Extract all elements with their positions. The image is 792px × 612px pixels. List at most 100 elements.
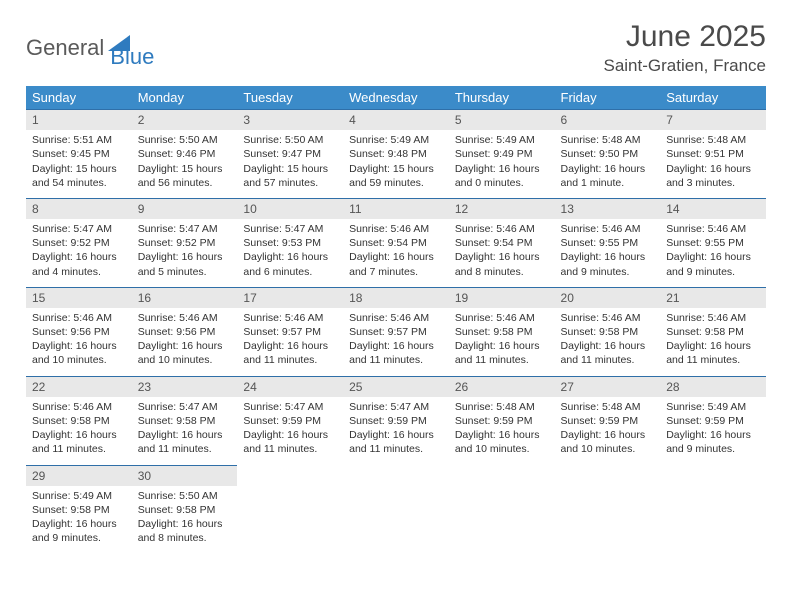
daylight-text-1: Daylight: 16 hours: [666, 339, 760, 353]
day-number: 6: [555, 110, 661, 131]
month-title: June 2025: [603, 20, 766, 54]
sunset-text: Sunset: 9:57 PM: [349, 325, 443, 339]
daylight-text-1: Daylight: 16 hours: [666, 162, 760, 176]
day-number: 10: [237, 198, 343, 219]
daylight-text-1: Daylight: 16 hours: [666, 250, 760, 264]
sunrise-text: Sunrise: 5:49 AM: [666, 400, 760, 414]
weekday-header-row: Sunday Monday Tuesday Wednesday Thursday…: [26, 86, 766, 110]
day-content-row: Sunrise: 5:49 AMSunset: 9:58 PMDaylight:…: [26, 486, 766, 554]
day-cell: Sunrise: 5:47 AMSunset: 9:59 PMDaylight:…: [343, 397, 449, 465]
day-number-row: 891011121314: [26, 198, 766, 219]
day-number: 7: [660, 110, 766, 131]
day-cell: [555, 486, 661, 554]
logo-text-blue: Blue: [110, 44, 154, 70]
daylight-text-1: Daylight: 16 hours: [32, 517, 126, 531]
day-cell: Sunrise: 5:48 AMSunset: 9:50 PMDaylight:…: [555, 130, 661, 198]
sunset-text: Sunset: 9:47 PM: [243, 147, 337, 161]
sunrise-text: Sunrise: 5:49 AM: [32, 489, 126, 503]
weekday-header: Tuesday: [237, 86, 343, 110]
day-number: 12: [449, 198, 555, 219]
daylight-text-2: and 11 minutes.: [138, 442, 232, 456]
weekday-header: Thursday: [449, 86, 555, 110]
day-cell: Sunrise: 5:46 AMSunset: 9:56 PMDaylight:…: [26, 308, 132, 376]
day-cell: Sunrise: 5:49 AMSunset: 9:48 PMDaylight:…: [343, 130, 449, 198]
daylight-text-2: and 59 minutes.: [349, 176, 443, 190]
daylight-text-2: and 7 minutes.: [349, 265, 443, 279]
sunrise-text: Sunrise: 5:46 AM: [32, 311, 126, 325]
sunrise-text: Sunrise: 5:49 AM: [349, 133, 443, 147]
daylight-text-2: and 8 minutes.: [455, 265, 549, 279]
daylight-text-2: and 1 minute.: [561, 176, 655, 190]
sunset-text: Sunset: 9:48 PM: [349, 147, 443, 161]
day-number: 11: [343, 198, 449, 219]
day-cell: Sunrise: 5:46 AMSunset: 9:58 PMDaylight:…: [660, 308, 766, 376]
sunset-text: Sunset: 9:52 PM: [138, 236, 232, 250]
daylight-text-2: and 11 minutes.: [455, 353, 549, 367]
day-number: 3: [237, 110, 343, 131]
day-cell: Sunrise: 5:46 AMSunset: 9:57 PMDaylight:…: [343, 308, 449, 376]
daylight-text-1: Daylight: 16 hours: [561, 428, 655, 442]
day-number-row: 1234567: [26, 110, 766, 131]
sunset-text: Sunset: 9:58 PM: [138, 414, 232, 428]
day-cell: Sunrise: 5:49 AMSunset: 9:49 PMDaylight:…: [449, 130, 555, 198]
sunrise-text: Sunrise: 5:48 AM: [561, 400, 655, 414]
sunset-text: Sunset: 9:55 PM: [666, 236, 760, 250]
daylight-text-2: and 11 minutes.: [666, 353, 760, 367]
sunrise-text: Sunrise: 5:49 AM: [455, 133, 549, 147]
sunrise-text: Sunrise: 5:47 AM: [138, 222, 232, 236]
sunrise-text: Sunrise: 5:48 AM: [455, 400, 549, 414]
day-number: [343, 465, 449, 486]
day-cell: Sunrise: 5:50 AMSunset: 9:46 PMDaylight:…: [132, 130, 238, 198]
sunset-text: Sunset: 9:57 PM: [243, 325, 337, 339]
day-cell: Sunrise: 5:46 AMSunset: 9:55 PMDaylight:…: [660, 219, 766, 287]
day-number: 9: [132, 198, 238, 219]
sunrise-text: Sunrise: 5:47 AM: [138, 400, 232, 414]
daylight-text-1: Daylight: 16 hours: [32, 428, 126, 442]
daylight-text-1: Daylight: 15 hours: [32, 162, 126, 176]
day-cell: Sunrise: 5:48 AMSunset: 9:59 PMDaylight:…: [449, 397, 555, 465]
daylight-text-2: and 11 minutes.: [561, 353, 655, 367]
daylight-text-1: Daylight: 16 hours: [349, 339, 443, 353]
daylight-text-2: and 10 minutes.: [561, 442, 655, 456]
daylight-text-1: Daylight: 16 hours: [243, 428, 337, 442]
sunrise-text: Sunrise: 5:46 AM: [561, 222, 655, 236]
daylight-text-2: and 9 minutes.: [666, 442, 760, 456]
day-number: 22: [26, 376, 132, 397]
day-cell: Sunrise: 5:46 AMSunset: 9:54 PMDaylight:…: [449, 219, 555, 287]
daylight-text-2: and 9 minutes.: [666, 265, 760, 279]
day-number: 29: [26, 465, 132, 486]
daylight-text-1: Daylight: 16 hours: [349, 428, 443, 442]
sunrise-text: Sunrise: 5:46 AM: [666, 222, 760, 236]
sunrise-text: Sunrise: 5:46 AM: [349, 311, 443, 325]
sunrise-text: Sunrise: 5:46 AM: [455, 222, 549, 236]
sunset-text: Sunset: 9:59 PM: [243, 414, 337, 428]
sunset-text: Sunset: 9:49 PM: [455, 147, 549, 161]
daylight-text-2: and 11 minutes.: [349, 442, 443, 456]
day-number: 14: [660, 198, 766, 219]
day-number: 19: [449, 287, 555, 308]
sunset-text: Sunset: 9:58 PM: [455, 325, 549, 339]
day-number: 15: [26, 287, 132, 308]
day-number: 2: [132, 110, 238, 131]
header: General Blue June 2025 Saint-Gratien, Fr…: [26, 20, 766, 76]
daylight-text-1: Daylight: 16 hours: [32, 339, 126, 353]
sunset-text: Sunset: 9:56 PM: [32, 325, 126, 339]
day-content-row: Sunrise: 5:47 AMSunset: 9:52 PM Daylight:…: [26, 219, 766, 287]
sunset-text: Sunset: 9:51 PM: [666, 147, 760, 161]
sunrise-text: Sunrise: 5:51 AM: [32, 133, 126, 147]
title-block: June 2025 Saint-Gratien, France: [603, 20, 766, 76]
day-cell: [343, 486, 449, 554]
sunrise-text: Sunrise: 5:50 AM: [138, 489, 232, 503]
day-cell: [237, 486, 343, 554]
day-cell: Sunrise: 5:46 AMSunset: 9:58 PMDaylight:…: [449, 308, 555, 376]
day-content-row: Sunrise: 5:46 AMSunset: 9:58 PMDaylight:…: [26, 397, 766, 465]
sunset-text: Sunset: 9:45 PM: [32, 147, 126, 161]
day-number: [660, 465, 766, 486]
day-number-row: 2930: [26, 465, 766, 486]
day-number: 28: [660, 376, 766, 397]
daylight-text-2: and 10 minutes.: [455, 442, 549, 456]
sunset-text: Sunset: 9:58 PM: [666, 325, 760, 339]
daylight-text-1: Daylight: 16 hours: [455, 428, 549, 442]
logo: General Blue: [26, 20, 154, 70]
sunset-text: Sunset: 9:54 PM: [455, 236, 549, 250]
